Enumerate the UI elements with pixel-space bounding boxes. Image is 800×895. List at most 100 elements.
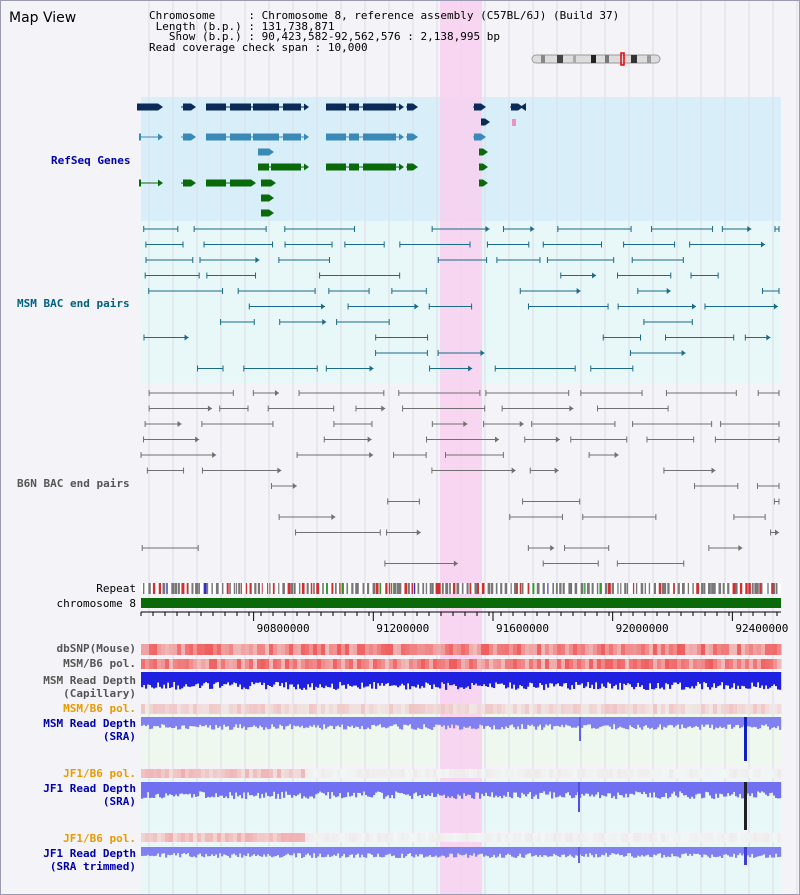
depth-bar xyxy=(291,672,294,685)
depth-bar xyxy=(315,717,318,728)
polymorphism-cell xyxy=(325,769,330,778)
polymorphism-cell xyxy=(177,769,182,778)
bac-end-arrow xyxy=(681,350,686,356)
depth-bar xyxy=(677,782,680,798)
refseq-gene xyxy=(473,103,486,111)
ideogram-position-marker xyxy=(620,52,625,66)
bac-end-arrow xyxy=(369,452,374,458)
polymorphism-cell xyxy=(777,833,782,842)
msm-bac-end-pair xyxy=(761,288,780,294)
depth-bar xyxy=(491,782,494,793)
polymorphism-cell xyxy=(721,769,726,778)
depth-bar xyxy=(449,782,452,798)
polymorphism-cell xyxy=(661,704,666,714)
polymorphism-cell xyxy=(321,704,326,714)
polymorphism-cell xyxy=(269,769,274,778)
polymorphism-cell xyxy=(753,704,758,714)
depth-bar xyxy=(465,782,468,796)
polymorphism-cell xyxy=(713,659,718,669)
depth-bar xyxy=(577,717,580,727)
polymorphism-cell xyxy=(365,769,370,778)
depth-bar xyxy=(763,847,766,855)
depth-bar xyxy=(343,672,346,685)
polymorphism-cell xyxy=(285,769,290,778)
polymorphism-cell xyxy=(433,833,438,842)
msm-bac-end-pair xyxy=(143,226,179,232)
polymorphism-cell xyxy=(677,833,682,842)
polymorphism-cell xyxy=(201,769,206,778)
depth-bar xyxy=(287,782,290,795)
depth-bar xyxy=(241,782,244,799)
depth-bar xyxy=(735,717,738,725)
depth-bar xyxy=(695,717,698,726)
depth-bar xyxy=(605,717,608,726)
polymorphism-cell xyxy=(433,644,438,655)
repeat-element xyxy=(322,583,324,594)
depth-bar xyxy=(757,782,760,792)
polymorphism-cell xyxy=(457,833,462,842)
depth-bar xyxy=(179,847,182,858)
polymorphism-cell xyxy=(417,704,422,714)
b6n-bac-end-pair xyxy=(426,436,500,443)
track-label-chromosome: chromosome 8 xyxy=(56,597,136,610)
depth-bar xyxy=(641,717,644,730)
depth-bar xyxy=(605,847,608,854)
b6n-bac-end-pair xyxy=(144,421,182,427)
polymorphism-cell xyxy=(533,644,538,655)
depth-bar xyxy=(271,847,274,858)
depth-bar xyxy=(273,847,276,857)
polymorphism-cell xyxy=(497,659,502,669)
depth-bar xyxy=(401,717,404,730)
b6n-bac-end-pair xyxy=(694,483,739,489)
depth-bar xyxy=(295,782,298,797)
polymorphism-cell xyxy=(773,659,778,669)
depth-bar xyxy=(693,847,696,854)
depth-bar xyxy=(325,717,328,729)
polymorphism-cell xyxy=(401,769,406,778)
depth-bar xyxy=(707,717,710,725)
msm-bac-end-pair xyxy=(617,303,697,310)
depth-bar xyxy=(529,847,532,854)
depth-bar xyxy=(551,847,554,857)
polymorphism-cell xyxy=(453,833,458,842)
repeat-element xyxy=(756,583,759,594)
depth-bar xyxy=(199,672,202,689)
depth-bar xyxy=(321,782,324,793)
depth-bar xyxy=(365,782,368,796)
depth-bar xyxy=(339,782,342,793)
polymorphism-cell xyxy=(725,644,730,655)
depth-bar xyxy=(471,847,474,856)
polymorphism-cell xyxy=(141,833,146,842)
gene-arrow xyxy=(158,103,163,111)
polymorphism-cell xyxy=(341,704,346,714)
depth-bar xyxy=(437,847,440,858)
depth-bar xyxy=(679,782,682,792)
msm-bac-end-pair xyxy=(503,226,535,232)
polymorphism-cell xyxy=(305,704,310,714)
polymorphism-cell xyxy=(705,704,710,714)
depth-bar xyxy=(521,847,524,858)
gene-exon xyxy=(261,194,269,202)
depth-bar xyxy=(429,717,432,730)
repeat-element xyxy=(667,583,670,594)
repeat-element xyxy=(261,583,263,594)
depth-bar xyxy=(445,672,448,690)
polymorphism-cell xyxy=(169,659,174,669)
depth-bar xyxy=(277,782,280,794)
msm-bac-end-pair xyxy=(664,334,735,341)
depth-bar xyxy=(641,782,644,795)
polymorphism-cell xyxy=(729,659,734,669)
depth-bar xyxy=(221,847,224,857)
depth-bar xyxy=(313,782,316,799)
depth-bar xyxy=(599,717,602,727)
depth-bar xyxy=(241,717,244,729)
b6n-bac-end-pair xyxy=(333,421,373,427)
position-axis: 90800000 91200000 91600000 92000000 92400000 xyxy=(140,611,788,635)
depth-bar xyxy=(453,782,456,799)
polymorphism-cell xyxy=(729,704,734,714)
depth-bar xyxy=(663,782,666,797)
depth-bar xyxy=(343,782,346,798)
depth-bar xyxy=(573,782,576,798)
b6n-bac-end-pair xyxy=(298,390,385,396)
